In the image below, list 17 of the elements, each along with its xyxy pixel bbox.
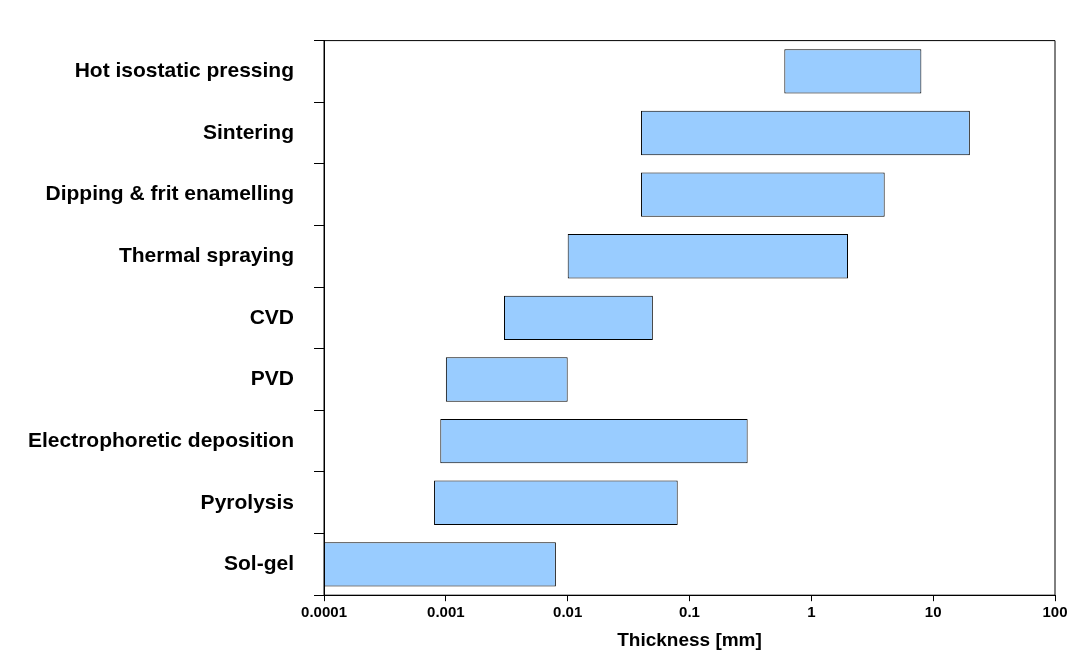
x-tick-label: 0.001: [427, 603, 465, 621]
y-tick-label: Sintering: [203, 119, 295, 143]
x-axis-title: Thickness [mm]: [617, 628, 762, 650]
y-tick-label: Dipping & frit enamelling: [45, 181, 295, 205]
y-tick-label: Hot isostatic pressing: [74, 58, 295, 82]
y-tick-label: PVD: [250, 366, 295, 390]
y-tick-label: Thermal spraying: [118, 243, 295, 267]
x-tick-label: 0.1: [679, 603, 700, 621]
y-tick-label: CVD: [249, 304, 295, 328]
x-tick-label: 1: [807, 603, 816, 621]
y-tick-label: Pyrolysis: [200, 489, 295, 513]
x-tick-label: 0.0001: [301, 603, 347, 621]
y-tick-label: Sol-gel: [224, 551, 295, 575]
x-tick-label: 10: [924, 603, 942, 621]
x-tick-label: 0.01: [553, 603, 583, 621]
x-tick-label: 100: [1042, 603, 1068, 621]
y-tick-label: Electrophoretic deposition: [28, 427, 295, 451]
